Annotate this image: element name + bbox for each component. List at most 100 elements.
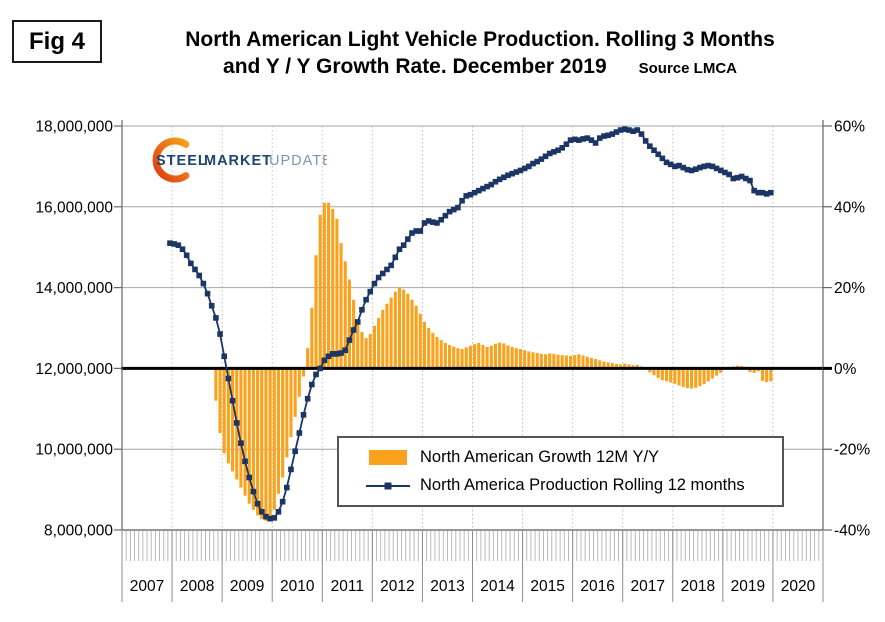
line-marker [221,353,228,360]
growth-bar [385,303,389,369]
growth-bar [677,368,681,386]
line-marker [405,236,411,242]
growth-bar [272,368,276,510]
line-marker [263,513,269,520]
line-marker [338,350,344,356]
line-marker [179,246,186,253]
line-marker [367,288,374,295]
year-label: 2015 [530,578,564,595]
growth-bar [473,344,477,369]
figure-label-box: Fig 4 [12,20,102,63]
growth-bar [418,313,422,369]
line-marker [463,193,470,199]
growth-bar [556,354,560,369]
steel-market-update-logo: STEEL MARKET UPDATE [152,137,327,183]
line-marker [546,150,553,157]
growth-bar [318,214,322,369]
line-marker [734,174,741,181]
growth-bar [498,342,502,369]
line-marker [509,170,515,177]
growth-bar [523,350,527,369]
line-marker [505,172,511,179]
line-marker [254,500,261,507]
line-marker [271,515,278,521]
line-marker [559,145,566,151]
growth-bar [719,368,723,373]
growth-bar [297,368,301,397]
growth-bar [260,368,264,520]
growth-bar [352,299,356,369]
growth-bar [464,347,468,369]
line-marker [413,228,419,234]
growth-bar [614,363,619,369]
growth-bar [293,368,297,417]
line-marker [204,290,211,297]
line-marker [334,351,340,357]
growth-bar [510,346,514,369]
growth-bar [448,344,452,369]
growth-bar [748,368,752,373]
line-marker [676,162,682,169]
year-label: 2009 [230,578,264,595]
line-marker [651,147,657,154]
growth-bar [339,243,343,369]
growth-bar [243,368,247,496]
line-marker [496,176,503,183]
line-marker [208,302,215,309]
growth-bar [276,368,281,494]
growth-bar [239,368,243,488]
line-marker [455,204,461,211]
growth-bar [585,356,589,369]
line-marker [684,166,691,173]
growth-bar [660,368,664,381]
line-marker [317,365,323,372]
line-marker [592,140,599,146]
growth-bar [231,368,235,472]
line-marker [279,498,286,505]
growth-bar [397,287,402,369]
production-line-swatch-icon [365,481,411,491]
y-right-tick-label: -40% [834,523,870,540]
line-marker [434,220,440,226]
line-marker [288,466,294,473]
growth-bar [648,368,652,373]
line-marker [688,167,695,174]
growth-bar [694,368,698,388]
growth-bar [285,368,289,458]
growth-bar [251,368,255,510]
growth-bar [564,355,568,369]
growth-bar [314,255,318,369]
y-right-tick-label: 40% [834,199,865,216]
growth-bar [715,368,719,376]
growth-bar [760,368,765,381]
growth-bar [310,307,314,369]
line-marker [325,353,332,360]
growth-bar [752,368,756,373]
line-marker [672,163,678,170]
growth-bar [514,348,518,369]
line-marker [475,187,482,194]
line-marker [480,185,486,192]
growth-bar [422,321,427,369]
growth-bar [685,368,689,389]
line-marker [571,136,578,143]
line-marker [530,160,536,167]
legend-label-production: North America Production Rolling 12 mont… [420,476,745,495]
growth-bar [326,202,331,369]
line-marker [467,191,474,198]
growth-bar [548,353,552,369]
growth-bar [331,208,335,369]
legend-item-growth: North American Growth 12M Y/Y [365,448,782,467]
line-marker [534,158,540,165]
y-left-tick-label: 18,000,000 [35,119,113,136]
line-marker [213,315,219,321]
growth-bar [256,368,260,516]
line-marker [517,167,524,174]
line-marker [513,169,520,175]
line-marker [188,260,194,267]
growth-bar [268,368,272,516]
line-marker [692,166,699,173]
axis-labels: 18,000,000 16,000,000 14,000,000 12,000,000… [35,119,870,540]
legend-label-growth: North American Growth 12M Y/Y [420,447,660,466]
growth-bar [535,353,539,369]
